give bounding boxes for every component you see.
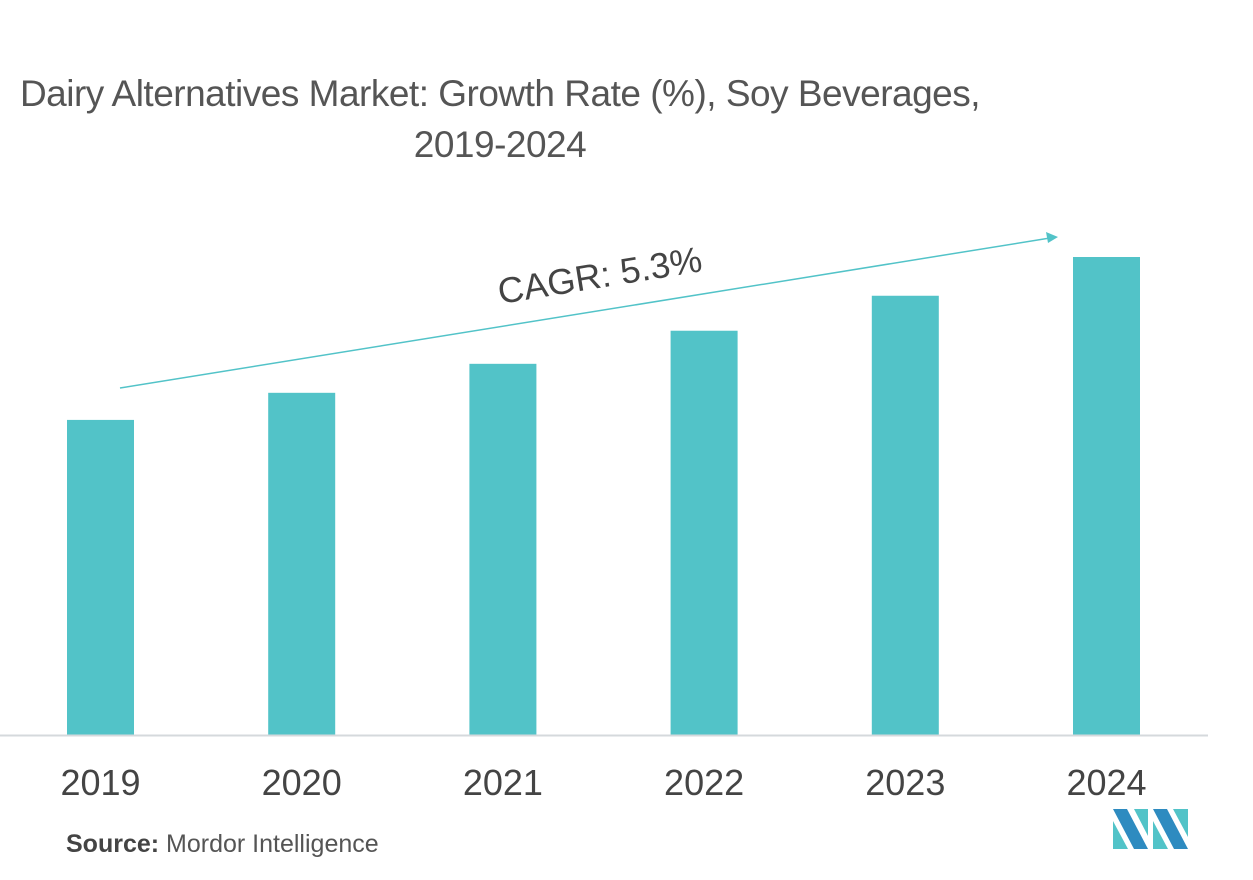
x-tick-label: 2024 [1066, 762, 1146, 803]
source-label: Source: [66, 830, 160, 858]
chart-title: Dairy Alternatives Market: Growth Rate (… [19, 73, 981, 165]
x-tick-label: 2019 [60, 762, 140, 803]
cagr-arrow [119, 232, 1058, 389]
x-tick-label: 2023 [865, 762, 945, 803]
bar-2024 [1073, 257, 1140, 735]
source-text: Mordor Intelligence [166, 830, 379, 858]
bar-2021 [469, 363, 537, 735]
x-tick-label: 2021 [463, 762, 543, 803]
mordor-logo [1113, 809, 1188, 849]
bar-2022 [670, 330, 738, 735]
bar-2023 [871, 295, 939, 735]
bar-2019 [67, 419, 134, 735]
x-tick-label: 2020 [262, 762, 342, 803]
bar-2020 [268, 392, 336, 735]
x-tick-label: 2022 [664, 762, 744, 803]
cagr-annotation: CAGR: 5.3% [495, 238, 705, 311]
source-note: Source: Mordor Intelligence [66, 830, 379, 859]
